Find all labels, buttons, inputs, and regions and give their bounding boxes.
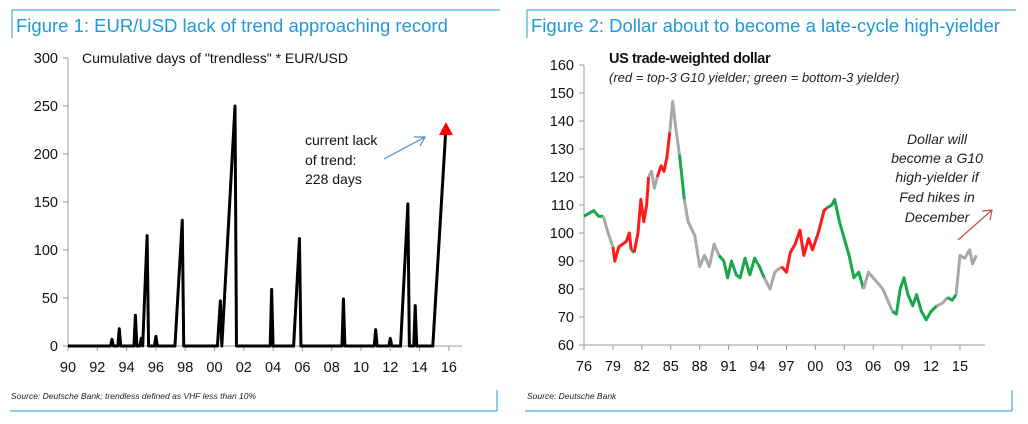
x-tick-label: 08 [324,360,340,376]
x-tick-label: 00 [206,360,222,376]
figure-2-annotation-line-3: high-yielder if [895,169,980,185]
y-tick-label: 60 [558,338,574,354]
x-tick-label: 16 [441,360,457,376]
figure-1-frame [10,9,500,412]
x-tick-label: 98 [177,360,193,376]
y-tick-label: 250 [34,99,58,115]
x-tick-label: 12 [923,359,939,375]
figure-1-axes: 0 50 100 150 200 250 300 90 92 94 96 98 00 02 04 06 08 10… [34,51,462,376]
x-tick-label: 09 [894,359,910,375]
x-tick-label: 06 [865,359,881,375]
figure-1-source: Source: Deutsche Bank; trendless defined… [11,391,257,401]
y-tick-label: 130 [550,142,574,158]
dollar-segment-gray [954,248,978,295]
dollar-segment-gray [862,270,894,312]
x-tick-label: 03 [836,359,852,375]
dollar-segment-gray [601,215,615,248]
y-tick-label: 50 [42,291,58,307]
figure-2-source: Source: Deutsche Bank [527,391,617,401]
x-tick-label: 04 [265,360,281,376]
dollar-segment-gray [647,169,659,190]
dollar-segment-gray [668,99,681,155]
y-tick-label: 80 [558,282,574,298]
dollar-segment-green [891,276,938,322]
y-tick-label: 200 [34,147,58,163]
dollar-segment-red [632,176,651,253]
figure-2-annotation-line-4: Fed hikes in [899,189,975,205]
figure-1-subtitle: Cumulative days of "trendless" * EUR/USD [82,50,348,66]
figure-1-annotation-line-2: of trend: [305,152,356,168]
dollar-segment-green [677,154,686,200]
figure-2-frame [525,9,1016,412]
x-tick-label: 97 [778,359,794,375]
trendless-days-line [68,104,448,348]
x-tick-label: 00 [807,359,823,375]
y-tick-label: 70 [558,310,574,326]
dollar-segment-green [583,209,604,218]
y-tick-label: 300 [34,51,58,67]
figure-2-legend-note: (red = top-3 G10 yielder; green = bottom… [609,70,899,85]
figure-2-title: Figure 2: Dollar about to become a late-… [531,15,1000,36]
x-tick-label: 02 [236,360,252,376]
dollar-segment-red [655,132,672,178]
y-tick-label: 150 [550,86,574,102]
y-tick-label: 100 [34,243,58,259]
dollar-segment-gray [762,265,783,291]
dollar-segment-red [611,231,633,263]
y-tick-label: 140 [550,114,574,130]
x-tick-label: 92 [89,360,105,376]
x-tick-label: 90 [60,360,76,376]
x-tick-label: 88 [692,359,708,375]
dollar-segment-green [717,254,766,280]
x-tick-label: 85 [663,359,679,375]
figure-1-annotation-line-3: 228 days [305,171,362,187]
figure-2-annotation-line-5: December [905,209,971,225]
y-tick-label: 160 [550,58,574,74]
x-tick-label: 14 [412,360,428,376]
x-tick-label: 10 [353,360,369,376]
figure-2-annotation-line-1: Dollar will [907,131,968,147]
dollar-segment-red [780,206,828,274]
dollar-segment-green [946,293,958,302]
dollar-segment-green [826,197,866,290]
figure-2-axes: 60 70 80 90 100 110 120 130 140 150 160 76 79 82 85 88 9… [550,58,985,375]
x-tick-label: 94 [119,360,135,376]
figure-2-subtitle: US trade-weighted dollar [609,51,771,67]
y-tick-label: 120 [550,170,574,186]
figure-1-title: Figure 1: EUR/USD lack of trend approach… [16,15,448,36]
y-tick-label: 110 [551,198,574,214]
dollar-segment-gray [936,296,949,308]
y-tick-label: 90 [558,254,574,270]
figure-2-plot [583,99,978,322]
y-tick-label: 100 [550,226,574,242]
x-tick-label: 79 [605,359,621,375]
y-tick-label: 150 [34,195,58,211]
figure-1-annotation-arrow [383,136,427,160]
y-tick-label: 0 [50,339,58,355]
dollar-segment-gray [682,199,721,269]
x-tick-label: 91 [721,359,737,375]
x-tick-label: 76 [576,359,592,375]
current-value-marker [438,122,453,136]
x-tick-label: 12 [382,360,398,376]
figure-2-annotation-arrow [957,209,993,241]
figure-1-annotation-line-1: current lack [305,132,378,148]
x-tick-label: 06 [294,360,310,376]
figure-2-annotation: Dollar will become a G10 high-yielder if… [891,131,983,225]
x-tick-label: 96 [148,360,164,376]
figure-1-plot [68,104,453,348]
x-tick-label: 15 [952,359,968,375]
x-tick-label: 94 [749,359,765,375]
x-tick-label: 82 [634,359,650,375]
figure-2-annotation-line-2: become a G10 [891,150,983,166]
